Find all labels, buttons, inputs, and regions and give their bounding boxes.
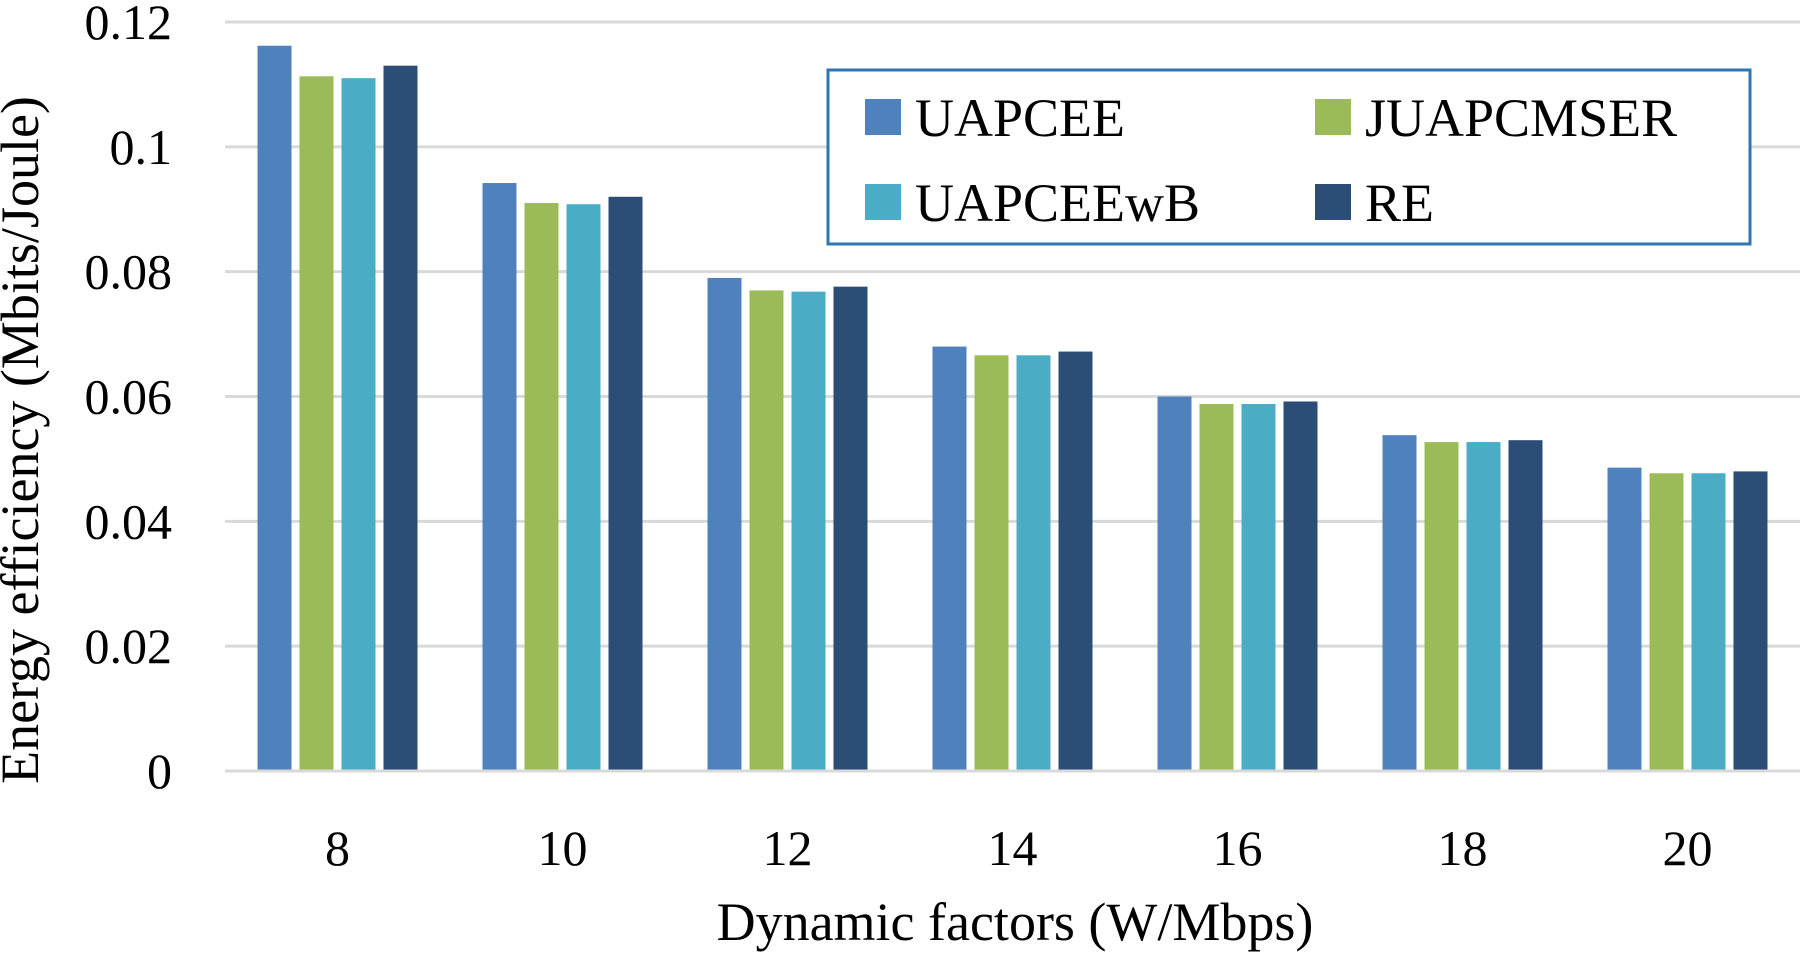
y-axis-ticks: 0 0.02 0.04 0.06 0.08 0.1 0.12: [85, 0, 173, 799]
bar-uapcee-8: [257, 45, 292, 772]
bar-uapceewb-8: [341, 78, 376, 772]
x-tick-label: 16: [1213, 820, 1263, 876]
bar-re-16: [1283, 401, 1318, 771]
legend-item-juapcmser: JUAPCMSER: [1315, 88, 1677, 148]
legend-swatch: [1315, 184, 1351, 220]
bar-uapceewb-12: [791, 291, 826, 771]
bar-uapceewb-16: [1241, 403, 1276, 771]
bar-uapcee-10: [482, 183, 517, 771]
legend-label: UAPCEE: [915, 88, 1125, 148]
bar-uapcee-20: [1607, 467, 1642, 771]
bar-juapcmser-16: [1199, 403, 1234, 771]
legend: UAPCEE JUAPCMSER UAPCEEwB RE: [826, 68, 1752, 246]
bar-uapceewb-14: [1016, 355, 1051, 771]
bar-juapcmser-8: [299, 76, 334, 772]
x-tick-label: 10: [538, 820, 588, 876]
x-tick-label: 8: [325, 820, 350, 876]
x-tick-label: 14: [988, 820, 1038, 876]
bar-re-12: [833, 286, 868, 771]
bar-juapcmser-20: [1649, 473, 1684, 771]
x-tick-label: 18: [1438, 820, 1488, 876]
legend-swatch: [865, 99, 901, 135]
legend-item-uapceewb: UAPCEEwB: [865, 173, 1200, 233]
y-tick-label: 0.08: [85, 244, 173, 300]
x-axis-ticks: 8 10 12 14 16 18 20: [325, 820, 1713, 876]
bar-uapcee-14: [932, 346, 967, 771]
bar-juapcmser-12: [749, 290, 784, 771]
legend-item-uapcee: UAPCEE: [865, 88, 1125, 148]
bar-re-20: [1733, 471, 1768, 771]
bar-uapceewb-10: [566, 204, 601, 772]
bar-uapceewb-20: [1691, 473, 1726, 771]
bar-uapcee-18: [1382, 435, 1417, 771]
y-tick-label: 0.12: [85, 0, 173, 50]
x-tick-label: 20: [1663, 820, 1713, 876]
bar-uapcee-12: [707, 277, 742, 771]
bar-re-10: [608, 196, 643, 771]
bar-uapcee-16: [1157, 396, 1192, 771]
legend-item-re: RE: [1315, 173, 1434, 233]
y-tick-label: 0: [147, 743, 172, 799]
bar-uapceewb-18: [1466, 442, 1501, 771]
bar-juapcmser-10: [524, 203, 559, 772]
x-tick-label: 12: [763, 820, 813, 876]
legend-swatch: [865, 184, 901, 220]
bar-juapcmser-18: [1424, 442, 1459, 771]
y-tick-label: 0.06: [85, 369, 173, 425]
y-tick-label: 0.04: [85, 493, 173, 549]
y-axis-title: Energy efficiency (Mbits/Joule): [0, 96, 50, 784]
bar-juapcmser-14: [974, 355, 1009, 771]
x-axis-title: Dynamic factors (W/Mbps): [717, 892, 1314, 952]
legend-label: RE: [1365, 173, 1434, 233]
bar-re-8: [383, 65, 418, 772]
y-tick-label: 0.02: [85, 618, 173, 674]
y-tick-label: 0.1: [110, 119, 173, 175]
legend-box: [826, 68, 1752, 246]
bar-re-14: [1058, 351, 1093, 771]
legend-label: JUAPCMSER: [1365, 88, 1677, 148]
legend-label: UAPCEEwB: [915, 173, 1200, 233]
bar-re-18: [1508, 440, 1543, 771]
bars: [225, 45, 1800, 773]
legend-swatch: [1315, 99, 1351, 135]
